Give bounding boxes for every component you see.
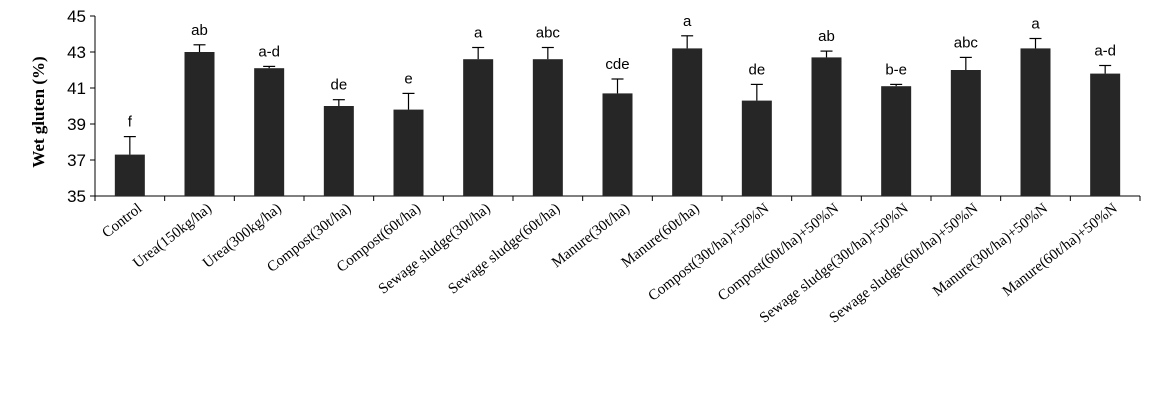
significance-label: e — [404, 70, 412, 87]
bar — [950, 70, 981, 196]
bar — [881, 86, 912, 196]
bar — [1090, 73, 1121, 196]
y-tick-label: 39 — [67, 115, 86, 134]
significance-label: abc — [954, 34, 979, 51]
x-tick-label: Sewage sludge(60t/ha)+50%N — [827, 200, 982, 326]
bar — [532, 59, 563, 197]
x-tick-labels: ControlUrea(150kg/ha)Urea(300kg/ha)Compo… — [99, 200, 1120, 326]
significance-label: ab — [191, 22, 208, 39]
bar — [672, 48, 703, 197]
significance-labels: f ab a-d de e a abc cde a de ab b-e abc a a-d — [128, 13, 1116, 131]
y-axis-label: Wet gluten (%) — [29, 56, 48, 167]
bar — [254, 68, 285, 196]
significance-label: a-d — [258, 43, 280, 60]
y-tick-label: 37 — [67, 151, 86, 170]
bar — [184, 52, 215, 196]
significance-label: a — [1031, 16, 1040, 33]
bar — [114, 154, 145, 196]
significance-label: a-d — [1094, 43, 1116, 60]
significance-label: a — [683, 13, 692, 30]
x-tick-label: Control — [99, 201, 145, 242]
significance-label: de — [330, 77, 347, 94]
y-tick-label: 45 — [67, 7, 86, 26]
x-tick-label: Compost(60t/ha)+50%N — [715, 200, 842, 304]
y-tick-labels: 35 37 39 41 43 45 — [67, 7, 86, 206]
significance-label: a — [474, 25, 483, 42]
bar — [323, 106, 354, 196]
significance-label: f — [128, 114, 133, 131]
bar — [1020, 48, 1051, 197]
significance-label: cde — [605, 56, 629, 73]
x-tick-label: Sewage sludge(30t/ha) — [376, 201, 494, 298]
bar — [811, 57, 842, 197]
y-tick-label: 43 — [67, 43, 86, 62]
error-bars — [123, 35, 1112, 155]
significance-label: b-e — [885, 61, 907, 78]
significance-label: ab — [818, 28, 835, 45]
bar — [393, 109, 424, 196]
bars — [114, 48, 1121, 197]
y-tick-label: 35 — [67, 187, 86, 206]
y-tick-label: 41 — [67, 79, 86, 98]
x-tick-label: Manure(30t/ha)+50%N — [930, 200, 1051, 299]
x-tick-label: Sewage sludge(60t/ha) — [445, 201, 563, 298]
bar — [741, 100, 772, 196]
x-tick-label: Compost(30t/ha)+50%N — [645, 200, 772, 304]
significance-label: de — [748, 61, 765, 78]
bar — [602, 93, 633, 196]
significance-label: abc — [536, 25, 561, 42]
bar — [463, 59, 494, 197]
x-tick-label: Manure(60t/ha)+50%N — [1000, 200, 1121, 299]
